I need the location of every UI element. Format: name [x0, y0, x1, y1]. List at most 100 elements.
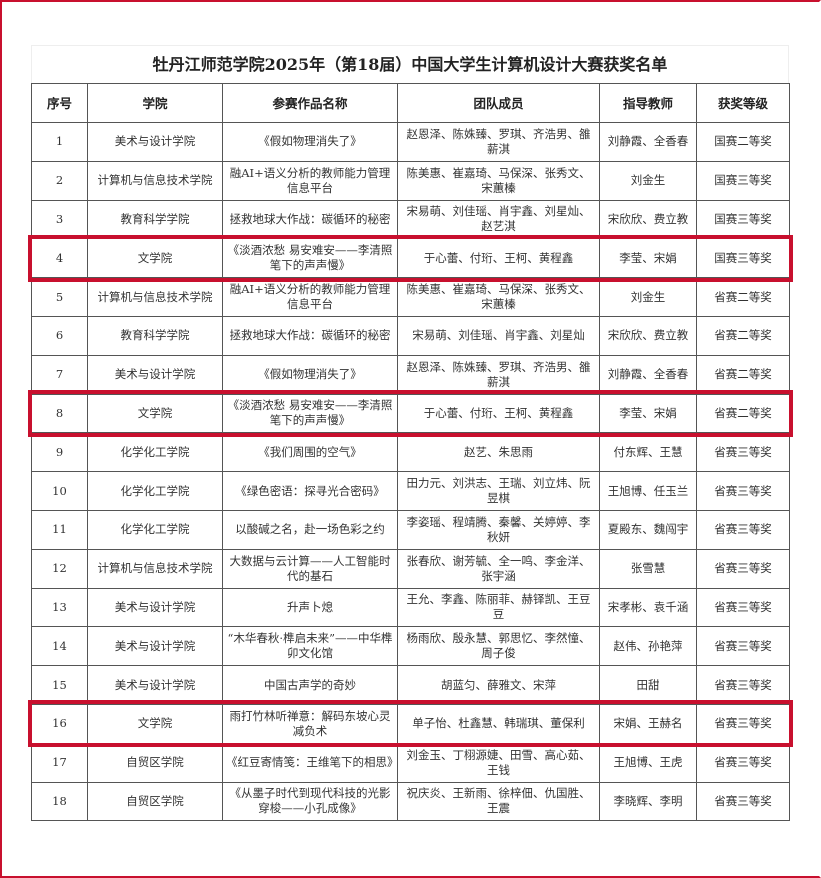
cell-award-level: 国赛三等奖	[696, 199, 790, 240]
table-row: 11 化学化工学院 以酸碱之名，赴一场色彩之约 李姿瑶、程靖腾、秦馨、关婷婷、李秋妍夏…	[31, 509, 790, 550]
cell-team-members: 刘金玉、丁栩源婕、田雪、高心茹、王钱	[397, 742, 600, 783]
cell-serial: 9	[31, 432, 88, 473]
cell-college: 教育科学学院	[87, 199, 223, 240]
cell-award-level: 省赛二等奖	[696, 315, 790, 356]
cell-college: 文学院	[87, 393, 223, 434]
cell-work-title: 《淡酒浓愁 易安难安——李清照笔下的声声慢》	[222, 393, 398, 434]
cell-award-level: 省赛三等奖	[696, 471, 790, 511]
table-row: 8 文学院 《淡酒浓愁 易安难安——李清照笔下的声声慢》 于心蕾、付珩、王柯、黄程鑫李…	[31, 393, 790, 434]
cell-college: 美术与设计学院	[87, 626, 223, 667]
cell-award-level: 省赛三等奖	[696, 509, 790, 550]
table-row: 7 美术与设计学院 《假如物理消失了》 赵恩泽、陈姝臻、罗琪、齐浩男、雒薪淇 刘静霞、全…	[31, 354, 790, 395]
table-row: 4 文学院 《淡酒浓愁 易安难安——李清照笔下的声声慢》 于心蕾、付珩、王柯、黄程鑫李…	[31, 238, 790, 279]
cell-team-members: 胡蓝匀、薛雅文、宋萍	[397, 665, 600, 705]
table-row: 18 自贸区学院 《从墨子时代到现代科技的光影穿梭——小孔成像》 祝庆炎、王新雨、徐梓…	[31, 781, 790, 822]
cell-team-members: 田力元、刘洪志、王瑞、刘立炜、阮昱棋	[397, 471, 600, 511]
cell-award-level: 省赛三等奖	[696, 548, 790, 589]
cell-award-level: 国赛三等奖	[696, 160, 790, 201]
cell-advisor: 李晓辉、李明	[599, 781, 697, 822]
table-row: 2 计算机与信息技术学院 融AI+语义分析的教师能力管理信息平台 陈美惠、崔嘉琦、马保…	[31, 160, 790, 201]
cell-team-members: 赵恩泽、陈姝臻、罗琪、齐浩男、雒薪淇	[397, 122, 600, 162]
cell-college: 美术与设计学院	[87, 665, 223, 705]
cell-advisor: 刘静霞、全香春	[599, 354, 697, 395]
cell-team-members: 单子怡、杜鑫慧、韩瑞琪、董保利	[397, 703, 600, 744]
cell-work-title: 以酸碱之名，赴一场色彩之约	[222, 509, 398, 550]
header-award-level: 获奖等级	[696, 83, 790, 123]
cell-college: 计算机与信息技术学院	[87, 548, 223, 589]
table-row: 6 教育科学学院 拯救地球大作战：碳循环的秘密 宋易萌、刘佳瑶、肖宇鑫、刘星灿 宋欣欣、…	[31, 315, 790, 356]
cell-serial: 16	[31, 703, 88, 744]
cell-team-members: 王允、李鑫、陈丽菲、赫铎凯、王豆豆	[397, 587, 600, 628]
cell-college: 文学院	[87, 703, 223, 744]
cell-team-members: 李姿瑶、程靖腾、秦馨、关婷婷、李秋妍	[397, 509, 600, 550]
cell-college: 文学院	[87, 238, 223, 279]
cell-advisor: 刘金生	[599, 277, 697, 317]
header-serial: 序号	[31, 83, 88, 123]
table-row: 17 自贸区学院 《红豆寄情笺：王维笔下的相思》 刘金玉、丁栩源婕、田雪、高心茹、王钱…	[31, 742, 790, 783]
cell-work-title: 升声卜熄	[222, 587, 398, 628]
cell-college: 计算机与信息技术学院	[87, 160, 223, 201]
cell-advisor: 夏殿东、魏闯宇	[599, 509, 697, 550]
table-row: 12 计算机与信息技术学院 大数据与云计算——人工智能时代的基石 张春欣、谢芳毓、全一…	[31, 548, 790, 589]
cell-advisor: 刘金生	[599, 160, 697, 201]
cell-serial: 7	[31, 354, 88, 395]
cell-advisor: 王旭博、王虎	[599, 742, 697, 783]
cell-team-members: 张春欣、谢芳毓、全一鸣、李金洋、张宇涵	[397, 548, 600, 589]
cell-serial: 14	[31, 626, 88, 667]
cell-advisor: 李莹、宋娟	[599, 238, 697, 279]
table-header-row: 序号 学院 参赛作品名称 团队成员 指导教师 获奖等级	[31, 83, 790, 123]
table-row: 9 化学化工学院 《我们周围的空气》 赵艺、朱思雨 付东辉、王慧 省赛三等奖	[31, 432, 790, 473]
table-row: 3 教育科学学院 拯救地球大作战：碳循环的秘密 宋易萌、刘佳瑶、肖宇鑫、刘星灿、赵艺淇…	[31, 199, 790, 240]
cell-advisor: 王旭博、任玉兰	[599, 471, 697, 511]
document-title: 牡丹江师范学院2025年（第18届）中国大学生计算机设计大赛获奖名单	[31, 45, 789, 83]
cell-work-title: 《从墨子时代到现代科技的光影穿梭——小孔成像》	[222, 781, 398, 822]
cell-serial: 3	[31, 199, 88, 240]
cell-work-title: 《绿色密语：探寻光合密码》	[222, 471, 398, 511]
cell-award-level: 省赛三等奖	[696, 432, 790, 473]
cell-serial: 5	[31, 277, 88, 317]
cell-work-title: 《假如物理消失了》	[222, 354, 398, 395]
cell-work-title: 中国古声学的奇妙	[222, 665, 398, 705]
header-team-members: 团队成员	[397, 83, 600, 123]
table-row: 14 美术与设计学院 “木华春秋·榫启未来”——中华榫卯文化馆 杨雨欣、殷永慧、郭思忆…	[31, 626, 790, 667]
cell-work-title: 融AI+语义分析的教师能力管理信息平台	[222, 160, 398, 201]
cell-serial: 6	[31, 315, 88, 356]
cell-advisor: 李莹、宋娟	[599, 393, 697, 434]
cell-serial: 15	[31, 665, 88, 705]
table-row: 15 美术与设计学院 中国古声学的奇妙 胡蓝匀、薛雅文、宋萍 田甜 省赛三等奖	[31, 665, 790, 705]
cell-award-level: 国赛三等奖	[696, 238, 790, 279]
cell-team-members: 杨雨欣、殷永慧、郭思忆、李然憧、周子俊	[397, 626, 600, 667]
cell-advisor: 赵伟、孙艳萍	[599, 626, 697, 667]
cell-work-title: 雨打竹林听禅意：解码东坡心灵减负术	[222, 703, 398, 744]
header-advisor: 指导教师	[599, 83, 697, 123]
cell-award-level: 省赛三等奖	[696, 665, 790, 705]
cell-team-members: 陈美惠、崔嘉琦、马保深、张秀文、宋蕙榛	[397, 160, 600, 201]
table-row: 5 计算机与信息技术学院 融AI+语义分析的教师能力管理信息平台 陈美惠、崔嘉琦、马保…	[31, 277, 790, 317]
cell-serial: 17	[31, 742, 88, 783]
cell-team-members: 宋易萌、刘佳瑶、肖宇鑫、刘星灿、赵艺淇	[397, 199, 600, 240]
cell-award-level: 国赛二等奖	[696, 122, 790, 162]
cell-advisor: 付东辉、王慧	[599, 432, 697, 473]
cell-award-level: 省赛三等奖	[696, 742, 790, 783]
cell-team-members: 祝庆炎、王新雨、徐梓佃、仇国胜、王震	[397, 781, 600, 822]
cell-advisor: 刘静霞、全香春	[599, 122, 697, 162]
cell-work-title: 拯救地球大作战：碳循环的秘密	[222, 315, 398, 356]
cell-award-level: 省赛三等奖	[696, 781, 790, 822]
cell-advisor: 宋欣欣、费立教	[599, 199, 697, 240]
cell-serial: 12	[31, 548, 88, 589]
cell-work-title: 《红豆寄情笺：王维笔下的相思》	[222, 742, 399, 783]
cell-team-members: 赵艺、朱思雨	[397, 432, 600, 473]
cell-award-level: 省赛三等奖	[696, 587, 790, 628]
table-row: 10 化学化工学院 《绿色密语：探寻光合密码》 田力元、刘洪志、王瑞、刘立炜、阮昱棋王…	[31, 471, 790, 511]
header-college: 学院	[87, 83, 223, 123]
cell-serial: 4	[31, 238, 88, 279]
table-row: 16 文学院 雨打竹林听禅意：解码东坡心灵减负术 单子怡、杜鑫慧、韩瑞琪、董保利 宋娟、…	[31, 703, 790, 744]
cell-award-level: 省赛二等奖	[696, 277, 790, 317]
cell-award-level: 省赛二等奖	[696, 393, 790, 434]
cell-award-level: 省赛三等奖	[696, 703, 790, 744]
cell-work-title: 《淡酒浓愁 易安难安——李清照笔下的声声慢》	[222, 238, 398, 279]
cell-work-title: 拯救地球大作战：碳循环的秘密	[222, 199, 398, 240]
award-document: 牡丹江师范学院2025年（第18届）中国大学生计算机设计大赛获奖名单 序号 学院参…	[31, 45, 790, 822]
cell-team-members: 陈美惠、崔嘉琦、马保深、张秀文、宋蕙榛	[397, 277, 600, 317]
